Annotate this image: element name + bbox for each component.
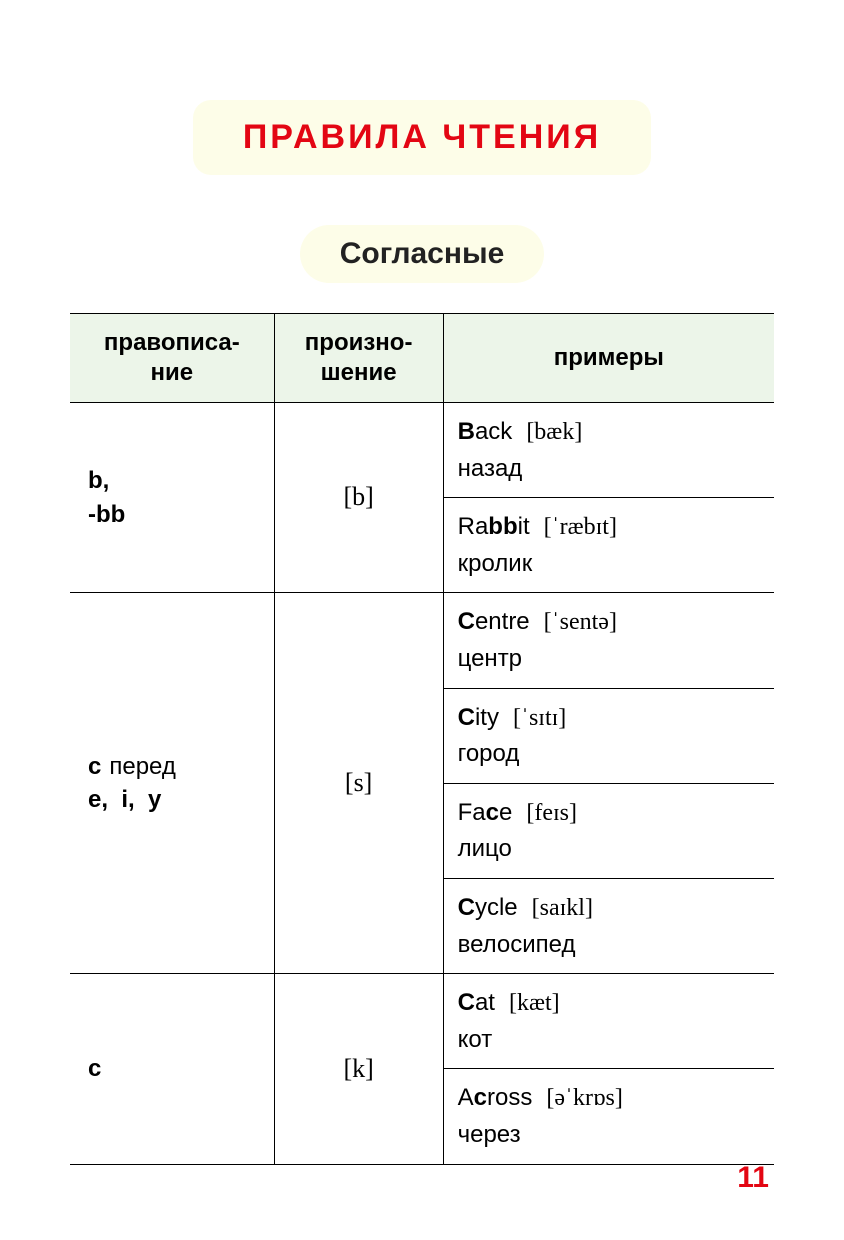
- cell-example: Face[feɪs]лицо: [443, 783, 774, 878]
- table-row: b,-bb[b]Back[bæk]назад: [70, 403, 774, 498]
- table-row: спередe, i, y[s]Centre[ˈsentə]центр: [70, 593, 774, 688]
- header-spelling: правописа-ние: [70, 314, 274, 403]
- cell-spelling: спередe, i, y: [70, 593, 274, 974]
- example-word: Centre[ˈsentə]: [458, 605, 760, 640]
- example-translation: лицо: [458, 832, 760, 866]
- cell-example: Rabbit[ˈræbɪt]кролик: [443, 498, 774, 593]
- example-translation: кот: [458, 1023, 760, 1057]
- example-word: Back[bæk]: [458, 415, 760, 450]
- example-translation: город: [458, 737, 760, 771]
- cell-example: Centre[ˈsentə]центр: [443, 593, 774, 688]
- example-translation: кролик: [458, 547, 760, 581]
- title-banner: ПРАВИЛА ЧТЕНИЯ: [193, 100, 651, 175]
- cell-spelling: c: [70, 974, 274, 1164]
- cell-pronunciation: [k]: [274, 974, 443, 1164]
- example-translation: назад: [458, 452, 760, 486]
- table-header-row: правописа-ние произно-шение примеры: [70, 314, 774, 403]
- example-ipa: [kæt]: [509, 990, 560, 1016]
- cell-example: Back[bæk]назад: [443, 403, 774, 498]
- header-examples: примеры: [443, 314, 774, 403]
- example-translation: центр: [458, 642, 760, 676]
- example-word: Face[feɪs]: [458, 796, 760, 831]
- cell-pronunciation: [s]: [274, 593, 443, 974]
- reading-rules-table: правописа-ние произно-шение примеры b,-b…: [70, 313, 774, 1165]
- page-title: ПРАВИЛА ЧТЕНИЯ: [243, 118, 601, 157]
- header-pronunciation: произно-шение: [274, 314, 443, 403]
- example-ipa: [əˈkrɒs]: [546, 1085, 623, 1111]
- table-body: b,-bb[b]Back[bæk]назадRabbit[ˈræbɪt]крол…: [70, 403, 774, 1165]
- example-ipa: [bæk]: [526, 419, 582, 445]
- example-word: City[ˈsɪtɪ]: [458, 701, 760, 736]
- example-word: Cat[kæt]: [458, 986, 760, 1021]
- example-ipa: [saɪkl]: [532, 895, 593, 921]
- example-word: Cycle[saɪkl]: [458, 891, 760, 926]
- cell-example: Across[əˈkrɒs]через: [443, 1069, 774, 1164]
- table-row: c[k]Cat[kæt]кот: [70, 974, 774, 1069]
- cell-spelling: b,-bb: [70, 403, 274, 593]
- cell-example: Cycle[saɪkl]велосипед: [443, 878, 774, 973]
- example-translation: велосипед: [458, 928, 760, 962]
- page-subtitle: Согласные: [340, 237, 505, 271]
- cell-pronunciation: [b]: [274, 403, 443, 593]
- example-ipa: [ˈsentə]: [544, 609, 617, 635]
- example-ipa: [feɪs]: [526, 800, 577, 826]
- example-ipa: [ˈræbɪt]: [544, 514, 617, 540]
- subtitle-banner: Согласные: [300, 225, 545, 283]
- example-ipa: [ˈsɪtɪ]: [513, 705, 566, 731]
- cell-example: Cat[kæt]кот: [443, 974, 774, 1069]
- example-word: Rabbit[ˈræbɪt]: [458, 510, 760, 545]
- cell-example: City[ˈsɪtɪ]город: [443, 688, 774, 783]
- example-translation: через: [458, 1118, 760, 1152]
- example-word: Across[əˈkrɒs]: [458, 1081, 760, 1116]
- page-number: 11: [737, 1161, 769, 1195]
